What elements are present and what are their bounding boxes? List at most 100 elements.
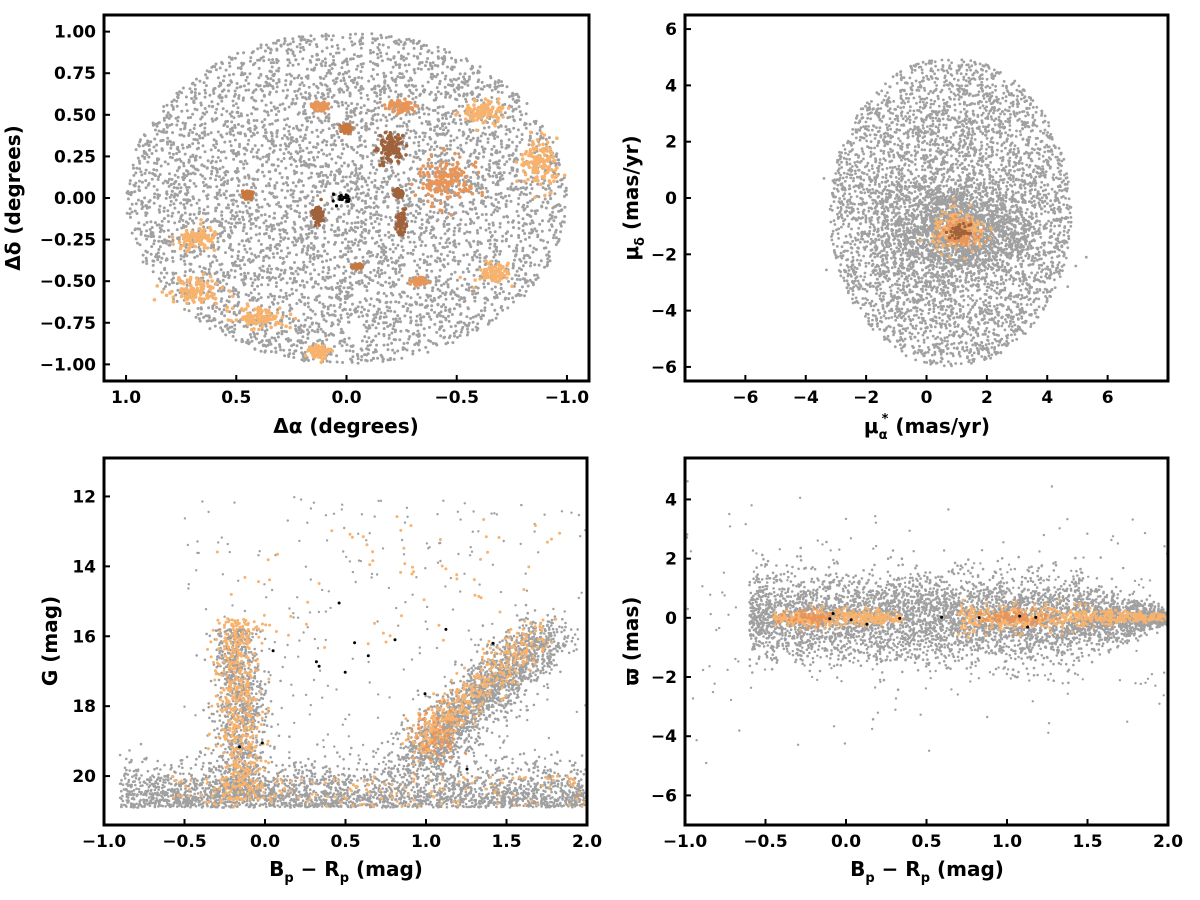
scatter-point: [207, 193, 210, 196]
scatter-point: [353, 111, 356, 114]
scatter-point: [238, 210, 241, 213]
scatter-point: [419, 258, 422, 261]
scatter-point: [357, 131, 360, 134]
scatter-point: [354, 169, 357, 172]
scatter-point: [358, 248, 361, 251]
scatter-point: [276, 302, 279, 305]
scatter-point: [322, 153, 325, 156]
scatter-point: [231, 129, 234, 132]
scatter-point: [446, 223, 449, 226]
scatter-point: [176, 289, 179, 292]
scatter-point: [384, 116, 387, 119]
scatter-point: [129, 216, 132, 219]
scatter-point: [413, 232, 416, 235]
scatter-point: [300, 347, 303, 350]
scatter-point: [305, 164, 308, 167]
scatter-point: [369, 216, 372, 219]
scatter-point: [271, 142, 274, 145]
scatter-point: [331, 124, 334, 127]
scatter-point: [387, 223, 390, 226]
scatter-point: [424, 244, 427, 247]
scatter-point: [426, 218, 429, 221]
scatter-point: [268, 170, 271, 173]
scatter-point: [381, 191, 384, 194]
scatter-point: [288, 125, 291, 128]
scatter-point: [252, 259, 255, 262]
scatter-point: [329, 304, 332, 307]
scatter-point: [488, 169, 491, 172]
scatter-point: [327, 164, 330, 167]
scatter-point: [310, 225, 313, 228]
scatter-point: [265, 325, 268, 328]
scatter-point: [517, 188, 520, 191]
scatter-point: [241, 239, 244, 242]
scatter-point: [394, 175, 397, 178]
scatter-point: [326, 85, 329, 88]
scatter-point: [255, 119, 258, 122]
scatter-point: [461, 205, 464, 208]
scatter-point: [557, 162, 560, 165]
scatter-point: [175, 193, 178, 196]
scatter-point: [470, 92, 473, 95]
scatter-point: [446, 283, 449, 286]
scatter-point: [251, 148, 254, 151]
scatter-point: [304, 319, 307, 322]
scatter-point: [274, 339, 277, 342]
scatter-point: [341, 143, 344, 146]
scatter-point: [379, 93, 382, 96]
scatter-point: [446, 341, 449, 344]
scatter-point: [529, 192, 532, 195]
scatter-point: [460, 296, 463, 299]
scatter-point: [153, 239, 156, 242]
scatter-point: [380, 311, 383, 314]
scatter-point: [519, 141, 522, 144]
scatter-point: [375, 326, 378, 329]
scatter-point: [191, 142, 194, 145]
scatter-point: [430, 255, 433, 258]
scatter-point: [471, 256, 474, 259]
scatter-point: [243, 263, 246, 266]
scatter-point: [373, 269, 376, 272]
scatter-point: [182, 164, 185, 167]
scatter-point: [279, 148, 282, 151]
scatter-point: [185, 174, 188, 177]
scatter-point: [564, 190, 567, 193]
scatter-point: [318, 174, 321, 177]
scatter-point: [423, 135, 426, 138]
scatter-point: [445, 291, 448, 294]
scatter-point: [148, 206, 151, 209]
scatter-point: [350, 240, 353, 243]
scatter-point: [167, 214, 170, 217]
scatter-point: [162, 105, 165, 108]
scatter-point: [493, 145, 496, 148]
scatter-point: [402, 75, 405, 78]
scatter-point: [495, 198, 498, 201]
scatter-point: [232, 73, 235, 76]
scatter-point: [520, 294, 523, 297]
scatter-point: [534, 278, 537, 281]
scatter-point: [498, 292, 501, 295]
scatter-point: [396, 210, 399, 213]
scatter-point: [213, 254, 216, 257]
scatter-point: [409, 241, 412, 244]
scatter-point: [465, 80, 468, 83]
scatter-point: [184, 263, 187, 266]
scatter-point: [432, 228, 435, 231]
scatter-point: [390, 175, 393, 178]
scatter-point: [449, 84, 452, 87]
scatter-point: [480, 242, 483, 245]
scatter-point: [326, 287, 329, 290]
scatter-point: [167, 220, 170, 223]
scatter-point: [339, 340, 342, 343]
scatter-point: [202, 267, 205, 270]
scatter-point: [449, 94, 452, 97]
scatter-point: [295, 94, 298, 97]
scatter-point: [249, 72, 252, 75]
scatter-point: [431, 225, 434, 228]
scatter-point: [322, 98, 325, 101]
scatter-point: [496, 135, 499, 138]
scatter-point: [245, 232, 248, 235]
scatter-point: [413, 55, 416, 58]
scatter-point: [369, 271, 372, 274]
scatter-point: [135, 148, 138, 151]
